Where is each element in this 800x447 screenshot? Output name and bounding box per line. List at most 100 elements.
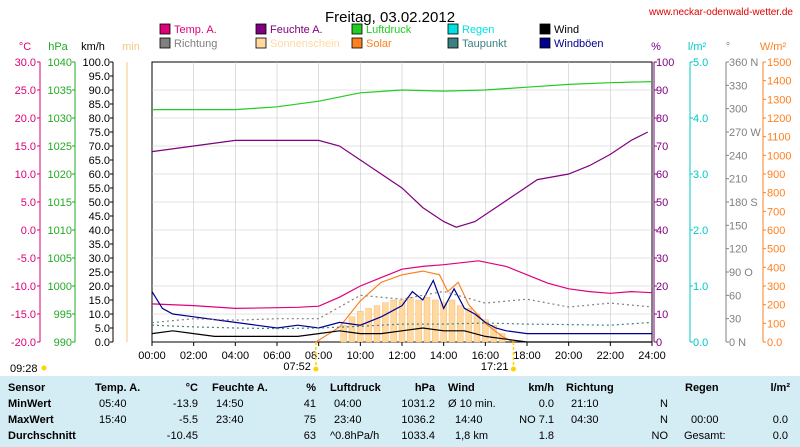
axis-tick-label: 0 N (729, 337, 746, 349)
legend-label: Richtung (174, 38, 217, 50)
stats-max-rain-value: 0.0 (772, 414, 788, 426)
x-tick-label: 24:00 (638, 350, 666, 362)
legend-label: Solar (366, 38, 392, 50)
axis-tick-label: 5.0 (95, 323, 110, 335)
axis-tick-label: 100.0 (82, 57, 110, 69)
axis-tick-label: 240 (729, 150, 747, 162)
axis-tick-label: 1035 (48, 85, 72, 97)
axis-tick-label: 1015 (48, 197, 72, 209)
axis-tick-label: 0.0 (767, 337, 782, 349)
sunset-label: 17:21 (481, 361, 509, 373)
stats-rain-total-value: 0.0 (772, 430, 788, 442)
stats-max-wind-value: NO 7.1 (519, 414, 554, 426)
stats-min-wind-value: 0.0 (538, 398, 554, 410)
legend-label: Luftdruck (366, 24, 412, 36)
x-tick-label: 20:00 (555, 350, 583, 362)
legend-label: Feuchte A. (270, 24, 323, 36)
axis-tick-label: 600 (767, 225, 785, 237)
x-tick-label: 00:00 (138, 350, 166, 362)
stats-average-wind-distance: 1,8 km (455, 430, 489, 442)
stats-average-wind-value: 1.8 (538, 430, 554, 442)
axis-tick-label: 0 (656, 337, 662, 349)
axis-tick-label: 30.0 (89, 253, 110, 265)
stats-average-humidity-value: 63 (303, 430, 316, 442)
legend-swatch (539, 37, 551, 49)
stats-min-pressure-value: 1031.2 (401, 398, 435, 410)
stats-max-humidity-value: 75 (303, 414, 316, 426)
stats-max-wind-time: 14:40 (455, 414, 483, 426)
axis-unit-label: min (122, 41, 140, 53)
axis-tick-label: 75.0 (89, 127, 110, 139)
legend-label: Taupunkt (462, 38, 507, 50)
x-tick-label: 08:00 (305, 350, 333, 362)
axis-tick-label: 25.0 (89, 267, 110, 279)
axis-tick-label: 1.0 (693, 281, 708, 293)
stats-header-humidity-unit: % (306, 382, 316, 394)
legend-swatch (447, 23, 459, 35)
series-line-wind (151, 327, 652, 343)
axis-unit-label: l/m² (688, 41, 707, 53)
axis-tick-label: 270 W (729, 127, 761, 139)
sunshine-bar (390, 299, 397, 343)
legend-swatch (255, 23, 267, 35)
axis-tick-label: 0.0 (21, 225, 36, 237)
stats-average-pressure-trend: ^0.8hPa/h (330, 430, 380, 442)
axis-tick-label: 1020 (48, 169, 72, 181)
axis-tick-label: 0.0 (693, 337, 708, 349)
website-label: www.neckar-odenwald-wetter.de (648, 7, 793, 18)
axis-tick-label: 95.0 (89, 71, 110, 83)
axis-tick-label: 10 (656, 309, 668, 321)
axis-tick-label: 1200 (767, 113, 791, 125)
axis-tick-label: 0.0 (95, 337, 110, 349)
chart-axes: °C hPa km/h min% l/m² ° W/m² 30.0 25.0 20.0 15.0 10… (11, 41, 792, 349)
series-line-luftdruck (152, 81, 653, 111)
sunshine-bar (415, 299, 422, 343)
axis-tick-label: 210 (729, 174, 747, 186)
stats-header-wind-unit: km/h (528, 382, 554, 394)
x-tick-label: 06:00 (263, 350, 291, 362)
stats-max-direction-time: 04:30 (571, 414, 599, 426)
axis-tick-label: 10.0 (89, 309, 110, 321)
axis-tick-label: 5.0 (21, 197, 36, 209)
axis-unit-label: hPa (48, 41, 68, 53)
axis-unit-label: ° (726, 41, 730, 53)
stats-min-temp-time: 05:40 (99, 398, 127, 410)
stats-header-temp-unit: °C (185, 382, 198, 394)
stats-rain-total-label: Gesamt: (684, 430, 726, 442)
stats-max-temp-time: 15:40 (99, 414, 127, 426)
axis-tick-label: 55.0 (89, 183, 110, 195)
stats-header-wind: Wind (448, 382, 475, 394)
stats-average-pressure-value: 1033.4 (401, 430, 435, 442)
x-tick-label: 12:00 (388, 350, 416, 362)
axis-tick-label: 1010 (48, 225, 72, 237)
axis-tick-label: 3.0 (693, 169, 708, 181)
sunset-icon (510, 366, 516, 372)
stats-panel: Sensor Temp. A. °C Feuchte A. % Luftdruc… (0, 376, 800, 447)
stats-header-pressure-unit: hPa (414, 382, 435, 394)
stats-min-wind-time: Ø 10 min. (448, 398, 496, 410)
stats-average-direction-value: NO (651, 430, 669, 442)
axis-tick-label: 80 (656, 113, 668, 125)
axis-tick-label: -15.0 (11, 309, 36, 321)
stats-header-temp: Temp. A. (95, 382, 141, 394)
x-tick-label: 02:00 (180, 350, 208, 362)
stats-min-humidity-time: 14:50 (216, 398, 244, 410)
axis-tick-label: 90.0 (89, 85, 110, 97)
moon-icon (41, 365, 47, 371)
legend-swatch (159, 37, 171, 49)
axis-tick-label: 150 (729, 220, 747, 232)
sunshine-bar (382, 302, 389, 343)
axis-unit-label: km/h (81, 41, 105, 53)
legend-swatch (447, 37, 459, 49)
axis-tick-label: 40.0 (89, 225, 110, 237)
axis-tick-label: 900 (767, 169, 785, 181)
axis-tick-label: 100 (656, 57, 674, 69)
sunshine-bar (340, 325, 347, 343)
axis-unit-label: W/m² (760, 41, 787, 53)
series-line-solar (315, 270, 514, 343)
x-tick-label: 16:00 (472, 350, 500, 362)
sunrise-icon (313, 366, 319, 372)
axis-tick-label: 1300 (767, 94, 791, 106)
stats-average-label: Durchschnitt (8, 430, 76, 442)
axis-tick-label: 1030 (48, 113, 72, 125)
